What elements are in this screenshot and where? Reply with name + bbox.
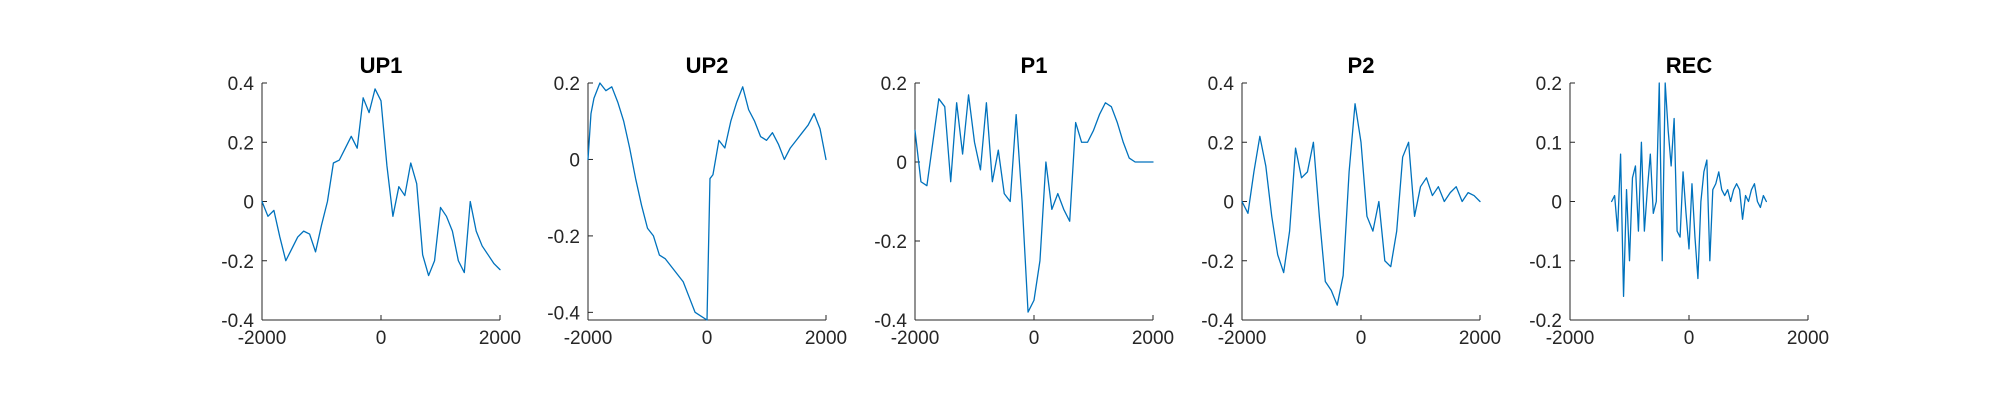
- chart-title: REC: [1666, 53, 1713, 78]
- chart-title: UP1: [360, 53, 403, 78]
- y-tick-label: 0: [243, 193, 254, 214]
- chart-panel-up2: UP2 -0.4 -0.2 0 0.2 -2000 0 2000: [547, 53, 847, 349]
- series-line: [1241, 103, 1481, 306]
- y-tick-label: -0.2: [221, 252, 254, 273]
- y-tick-label: 0: [1551, 193, 1562, 214]
- y-tick-label: -0.4: [874, 311, 907, 332]
- y-tick-label: -0.4: [221, 311, 254, 332]
- x-tick-label: 0: [1356, 328, 1367, 349]
- y-tick-label: 0.2: [228, 133, 254, 154]
- y-tick-label: -0.4: [547, 303, 580, 324]
- x-tick-label: -2000: [1218, 328, 1267, 349]
- y-tick-label: 0.1: [1536, 133, 1562, 154]
- y-tick-label: 0: [1223, 193, 1234, 214]
- y-tick-label: -0.4: [1201, 311, 1234, 332]
- y-tick-label: -0.2: [1201, 252, 1234, 273]
- chart-panel-rec: REC -0.2 -0.1 0 0.1 0.2 -2000 0 2000: [1529, 53, 1829, 349]
- x-tick-label: 2000: [1132, 328, 1174, 349]
- x-tick-label: 2000: [1459, 328, 1501, 349]
- chart-panel-p2: P2 -0.4 -0.2 0 0.2 0.4 -2000 0 2000: [1201, 53, 1501, 349]
- y-tick-label: -0.1: [1529, 252, 1562, 273]
- chart-panel-p1: P1 -0.4 -0.2 0 0.2 -2000 0 2000: [874, 53, 1174, 349]
- x-tick-label: 2000: [1787, 328, 1829, 349]
- y-tick-label: 0: [569, 150, 580, 171]
- y-tick-label: 0.2: [881, 74, 907, 95]
- x-tick-label: 0: [376, 328, 387, 349]
- chart-title: P1: [1021, 53, 1048, 78]
- x-tick-label: -2000: [564, 328, 613, 349]
- x-tick-label: -2000: [1546, 328, 1595, 349]
- x-tick-label: 2000: [805, 328, 847, 349]
- y-tick-label: 0.4: [1208, 74, 1235, 95]
- x-tick-label: -2000: [238, 328, 287, 349]
- y-tick-label: -0.2: [547, 227, 580, 248]
- y-tick-label: 0.2: [1208, 133, 1234, 154]
- y-tick-label: -0.2: [1529, 311, 1562, 332]
- x-tick-label: 0: [1029, 328, 1040, 349]
- y-tick-label: 0.2: [554, 74, 580, 95]
- x-tick-label: 0: [1684, 328, 1695, 349]
- y-tick-label: 0: [896, 153, 907, 174]
- series-line: [1611, 82, 1767, 297]
- chart-title: P2: [1348, 53, 1375, 78]
- x-tick-label: 2000: [479, 328, 521, 349]
- x-tick-label: 0: [702, 328, 713, 349]
- y-tick-label: 0.2: [1536, 74, 1562, 95]
- chart-title: UP2: [686, 53, 729, 78]
- y-tick-label: 0.4: [228, 74, 255, 95]
- series-line: [261, 88, 501, 277]
- x-tick-label: -2000: [891, 328, 940, 349]
- series-line: [587, 82, 827, 321]
- y-tick-label: -0.2: [874, 232, 907, 253]
- chart-panel-up1: UP1 -0.4 -0.2 0 0.2 0.4 -2000 0 2000: [221, 53, 521, 349]
- series-line: [914, 94, 1154, 313]
